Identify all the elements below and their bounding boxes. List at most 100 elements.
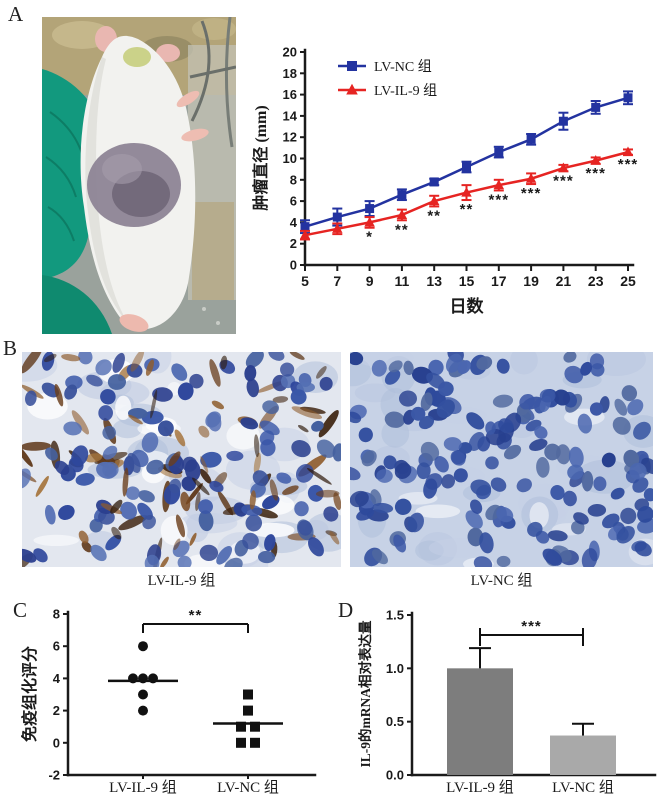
x-tick-label: 23 xyxy=(588,273,604,289)
significance-stars: *** xyxy=(553,172,574,189)
dab-brown-overlay xyxy=(43,352,340,551)
table-speckle xyxy=(202,307,206,311)
marker-square xyxy=(300,222,310,232)
y-axis-title: IL-9的mRNA相对表达量 xyxy=(357,620,373,767)
data-point-square xyxy=(236,737,246,748)
data-point-circle xyxy=(138,641,148,652)
legend: LV-NC 组 LV-IL-9 组 xyxy=(338,59,437,99)
bar xyxy=(550,735,616,775)
bar-group-1 xyxy=(550,722,616,775)
mouse-tumor-photo xyxy=(42,17,236,334)
marker-triangle xyxy=(493,179,505,190)
y-tick-label: 20 xyxy=(283,45,297,60)
mouse-forepaw xyxy=(176,90,200,108)
y-tick-label: 8 xyxy=(53,607,60,622)
marker-triangle xyxy=(346,83,358,95)
series-LV-IL-9组 xyxy=(299,146,634,241)
jar-contents xyxy=(192,202,234,300)
marker-triangle xyxy=(396,209,408,219)
marker-triangle xyxy=(558,162,569,173)
mouse-shading xyxy=(85,57,128,323)
y-tick-label: 0.0 xyxy=(386,768,404,783)
marker-triangle xyxy=(299,229,311,240)
x-tick-label: 7 xyxy=(333,273,341,289)
data-point-square xyxy=(243,705,253,716)
x-tick-label: 19 xyxy=(523,273,539,289)
y-tick-label: 0.5 xyxy=(386,714,404,729)
data-point-circle xyxy=(138,689,148,700)
significance-stars: *** xyxy=(585,165,606,182)
tumor-highlight xyxy=(102,154,142,184)
x-tick-label: 17 xyxy=(491,273,507,289)
significance-stars: *** xyxy=(521,618,542,635)
error-bar xyxy=(572,722,594,736)
marker-triangle xyxy=(428,195,440,206)
tumor-growth-chart: 0 2 4 6 8 10 12 14 16 18 20 5 7 9 11 13 15 17 19 21 23 25 日数 肿瘤… xyxy=(251,45,639,317)
significance-stars: *** xyxy=(618,156,639,173)
y-tick-label: 4 xyxy=(53,671,61,686)
y-tick-label: 10 xyxy=(283,151,297,166)
nuclei xyxy=(350,352,653,567)
marker-square xyxy=(462,162,471,172)
mouse-forepaw xyxy=(181,128,209,142)
significance-stars: ** xyxy=(427,207,441,224)
significance-stars: *** xyxy=(521,185,542,202)
marker-triangle xyxy=(590,155,601,165)
ihc-image-lv-il9 xyxy=(22,352,341,567)
y-tick-label: 14 xyxy=(283,108,298,123)
x-category-label: LV-IL-9 组 xyxy=(109,779,177,796)
y-axis-title: 免疫组化评分 xyxy=(20,646,39,742)
x-tick-label: 9 xyxy=(366,273,374,289)
data-point-circle xyxy=(138,705,148,716)
significance-stars: * xyxy=(366,229,373,246)
significance-stars: ** xyxy=(460,201,474,218)
bar-group-0 xyxy=(447,647,513,775)
data-point-square xyxy=(236,721,246,732)
marker-square xyxy=(347,61,357,71)
legend-label: LV-NC 组 xyxy=(374,59,432,75)
x-category-label: LV-NC 组 xyxy=(552,779,614,796)
significance-stars: ** xyxy=(189,607,203,624)
y-tick-label: 12 xyxy=(283,130,297,145)
ticks xyxy=(300,51,629,271)
axes xyxy=(66,610,317,777)
marker-square xyxy=(558,116,568,126)
x-category-label: LV-NC 组 xyxy=(217,779,279,796)
marker-square xyxy=(494,147,504,157)
mouse-hindpaw xyxy=(119,314,149,332)
x-tick-label: 25 xyxy=(620,273,636,289)
x-category-label: LV-IL-9 组 xyxy=(446,779,514,796)
glove-thumb xyxy=(42,275,112,334)
marker-square xyxy=(591,102,601,112)
bar xyxy=(447,668,513,775)
y-tick-label: -2 xyxy=(48,768,60,783)
legend-label: LV-IL-9 组 xyxy=(374,83,437,99)
significance-bracket xyxy=(142,623,249,633)
panel-c-label: C xyxy=(13,598,28,622)
y-tick-label: 0 xyxy=(290,258,297,273)
marker-triangle xyxy=(525,173,537,183)
cage-wire xyxy=(224,17,234,148)
mouse-ear-right xyxy=(156,44,180,62)
x-tick-label: 5 xyxy=(301,273,309,289)
y-tick-label: 16 xyxy=(283,87,297,102)
y-tick-label: 1.0 xyxy=(386,661,404,676)
marker-square xyxy=(365,204,375,214)
cage-wire xyxy=(190,20,211,122)
marker-triangle xyxy=(461,187,472,197)
y-tick-label: 18 xyxy=(283,66,297,81)
panel-d-label: D xyxy=(338,598,354,622)
x-tick-label: 11 xyxy=(394,273,409,289)
y-tick-label: 6 xyxy=(290,194,297,209)
significance-stars: ** xyxy=(395,221,409,238)
y-tick-label: 0 xyxy=(53,735,60,750)
marker-square xyxy=(526,134,536,144)
table-speckle xyxy=(216,321,220,325)
scatter-group-0 xyxy=(108,641,178,716)
y-axis-title: 肿瘤直径 (mm) xyxy=(251,105,270,210)
x-tick-label: 21 xyxy=(556,273,572,289)
nuclei xyxy=(22,352,341,567)
marker-square xyxy=(623,93,633,103)
scatter-group-1 xyxy=(213,689,283,748)
